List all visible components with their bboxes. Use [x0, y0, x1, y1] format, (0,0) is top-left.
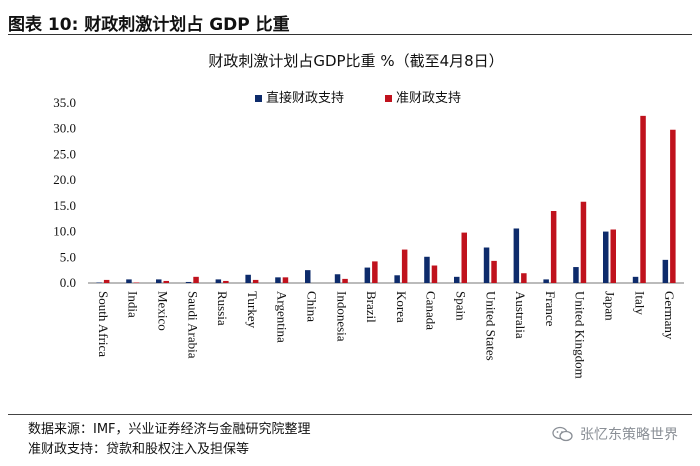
y-tick-label: 30.0: [53, 121, 76, 136]
bar-direct: [96, 282, 102, 283]
bar-quasi: [252, 279, 259, 283]
bar-direct: [424, 256, 430, 283]
bar-quasi: [521, 273, 527, 283]
figure-title-text: 财政刺激计划占 GDP 比重: [84, 15, 290, 35]
legend-swatch: [255, 95, 262, 102]
bar-direct: [573, 267, 579, 283]
bar-direct: [632, 276, 639, 283]
x-tick-label: Argentina: [275, 291, 290, 343]
x-tick-label: Indonesia: [334, 291, 349, 342]
figure-title: 图表 10: 财政刺激计划占 GDP 比重: [8, 10, 290, 35]
bar-quasi: [223, 280, 229, 283]
y-tick-label: 0.0: [60, 275, 76, 290]
bar-quasi: [461, 232, 467, 283]
bar-quasi: [670, 129, 676, 283]
x-tick-label: Mexico: [156, 291, 171, 331]
x-tick-label: South Africa: [96, 291, 111, 357]
x-tick-label: Germany: [662, 291, 677, 340]
x-tick-label: India: [126, 291, 141, 318]
header-divider: [8, 34, 692, 35]
x-tick-label: United States: [483, 291, 498, 361]
bar-direct: [215, 279, 222, 283]
bar-quasi: [133, 282, 140, 283]
chart-area: 财政刺激计划占GDP比重 %（截至4月8日） 直接财政支持 准财政支持 0.0 5.0 1…: [0, 40, 700, 412]
x-tick-label: France: [543, 291, 558, 327]
x-tick-label: Brazil: [364, 291, 379, 323]
x-tick-label: Canada: [424, 291, 439, 330]
bar-quasi: [342, 278, 348, 283]
definition-note: 准财政支持：贷款和股权注入及担保等: [28, 442, 250, 457]
bar-chart: 财政刺激计划占GDP比重 %（截至4月8日） 直接财政支持 准财政支持 0.0 5.0 1…: [53, 52, 684, 379]
x-tick-label: Russia: [215, 291, 230, 326]
bar-quasi: [640, 115, 646, 283]
bar-direct: [275, 277, 281, 283]
bar-quasi: [431, 265, 438, 283]
bar-direct: [126, 279, 132, 283]
bar-direct: [483, 247, 490, 283]
y-tick-label: 10.0: [53, 224, 76, 239]
bar-quasi: [580, 201, 587, 283]
footer-divider: [8, 414, 692, 415]
bar-direct: [662, 259, 669, 283]
figure-label: 图表 10:: [8, 15, 79, 35]
x-tick-label: Australia: [513, 291, 528, 339]
bar-direct: [513, 228, 520, 283]
bar-direct: [543, 279, 549, 283]
bar-quasi: [163, 280, 169, 283]
y-tick-label: 15.0: [53, 198, 76, 213]
x-tick-label: Turkey: [245, 291, 260, 329]
bar-direct: [394, 275, 400, 283]
x-tick-label: Korea: [394, 291, 409, 323]
x-tick-label: Saudi Arabia: [185, 291, 200, 359]
x-tick-label: Spain: [454, 291, 469, 321]
bar-direct: [603, 231, 609, 283]
x-tick-label: United Kingdom: [573, 291, 588, 379]
watermark-text: 张忆东策略世界: [580, 427, 678, 443]
bar-quasi: [550, 211, 557, 283]
bar-quasi: [372, 261, 378, 283]
y-tick-label: 35.0: [53, 95, 76, 110]
watermark: 张忆东策略世界: [552, 424, 678, 444]
bar-direct: [156, 279, 162, 283]
wechat-icon: [552, 426, 573, 442]
bar-direct: [454, 276, 460, 283]
bar-quasi: [610, 229, 616, 283]
bar-quasi: [491, 260, 497, 283]
bar-quasi: [103, 279, 110, 283]
bar-direct: [334, 274, 341, 283]
bar-quasi: [401, 249, 408, 283]
y-tick-label: 25.0: [53, 146, 76, 161]
bar-direct: [305, 270, 311, 283]
legend-label: 直接财政支持: [266, 90, 344, 106]
bar-quasi: [282, 277, 289, 283]
x-tick-label: China: [305, 291, 320, 322]
bar-direct: [185, 281, 192, 283]
x-tick-label: Japan: [603, 291, 618, 321]
bar-direct: [245, 274, 251, 283]
x-tick-label: Italy: [632, 291, 647, 315]
y-tick-label: 20.0: [53, 172, 76, 187]
source-note: 数据来源：IMF，兴业证券经济与金融研究院整理: [28, 422, 311, 437]
y-tick-label: 5.0: [60, 249, 76, 264]
footer: 数据来源：IMF，兴业证券经济与金融研究院整理 准财政支持：贷款和股权注入及担保…: [28, 420, 311, 460]
chart-title: 财政刺激计划占GDP比重 %（截至4月8日）: [208, 52, 503, 70]
bar-direct: [364, 267, 371, 283]
legend-label: 准财政支持: [396, 91, 461, 106]
bar-quasi: [193, 276, 199, 283]
figure-header: 图表 10: 财政刺激计划占 GDP 比重: [8, 6, 692, 36]
legend-swatch: [385, 95, 392, 102]
